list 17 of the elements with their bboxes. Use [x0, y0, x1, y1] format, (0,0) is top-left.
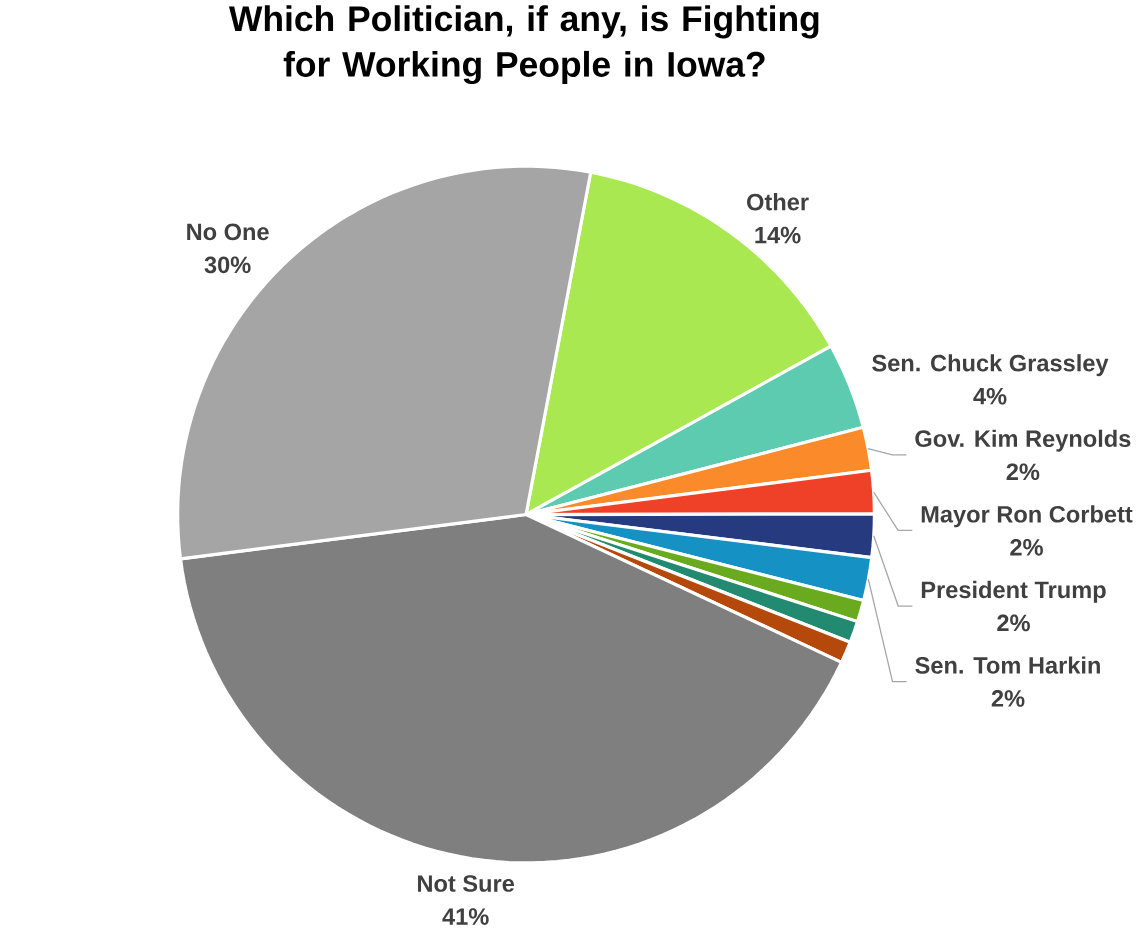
slice-label: Gov. Kim Reynolds — [915, 429, 1131, 452]
slice-label: Sen. Tom Harkin — [915, 656, 1100, 674]
data-label: 41% — [442, 908, 489, 925]
data-label: 4% — [973, 387, 1007, 405]
slice-label: No One — [187, 223, 269, 241]
slice-label: Other — [747, 193, 809, 211]
slice-label: President Trump — [921, 580, 1106, 603]
data-label: 2% — [991, 690, 1025, 707]
chart-title: Which Politician, if any, is Fighting for Working People in Iowa? — [228, 5, 819, 85]
slice-label: Sen. Chuck Grassley — [872, 354, 1109, 377]
data-label: 2% — [1010, 538, 1043, 556]
data-label: 30% — [204, 256, 251, 274]
data-label: 2% — [1006, 463, 1040, 480]
slice-label: Mayor Ron Corbett — [921, 505, 1133, 528]
data-label: 2% — [997, 614, 1030, 632]
data-label: 14% — [755, 226, 801, 244]
slice-label: Not Sure — [418, 875, 515, 892]
